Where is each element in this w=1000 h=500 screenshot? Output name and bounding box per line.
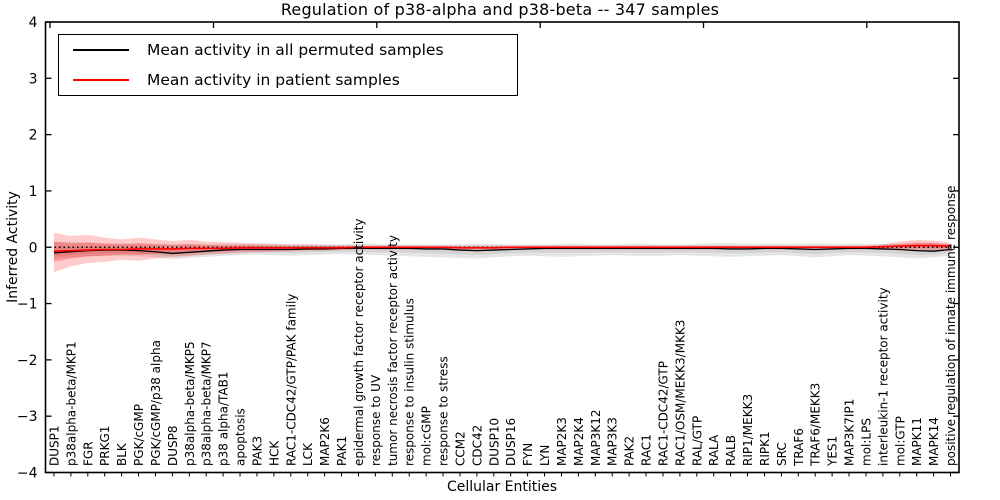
x-tick-label: RIPK1 — [758, 431, 772, 466]
permuted-line-swatch — [73, 49, 129, 51]
x-tick-label: DUSP8 — [166, 425, 180, 466]
y-tick-label: −3 — [17, 409, 38, 425]
x-tick-label: MAPK14 — [927, 417, 941, 466]
x-tick-label: interleukin-1 receptor activity — [876, 287, 890, 466]
x-tick-label: FYN — [521, 443, 535, 466]
x-tick-label: CDC42 — [470, 425, 484, 466]
x-tick-label: YES1 — [826, 436, 840, 467]
legend-label-patient: Mean activity in patient samples — [147, 71, 400, 89]
x-tick-label: p38alpha-beta/MKP5 — [183, 341, 197, 466]
x-tick-label: RAC1-CDC42/GTP/PAK family — [284, 294, 298, 466]
x-tick-label: p38alpha-beta/MKP7 — [200, 341, 214, 466]
x-tick-label: apoptosis — [234, 408, 248, 466]
x-tick-label: tumor necrosis factor receptor activity — [386, 235, 400, 466]
x-tick-label: mol:LPS — [859, 418, 873, 466]
x-tick-label: RALB — [724, 435, 738, 466]
x-tick-label: epidermal growth factor receptor activit… — [352, 219, 366, 466]
x-tick-label: MAP3K3 — [606, 417, 620, 466]
y-tick-label: 0 — [29, 240, 38, 256]
x-tick-label: mol:cGMP — [420, 406, 434, 466]
x-tick-label: PGK/cGMP/p38 alpha — [149, 340, 163, 466]
permuted-mean-line — [53, 247, 951, 255]
x-tick-label: SRC — [775, 442, 789, 466]
x-tick-label: MAP3K7IP1 — [843, 399, 857, 466]
x-tick-label: response to insulin stimulus — [403, 298, 417, 466]
x-tick-label: MAP2K4 — [572, 417, 586, 466]
x-tick-label: mol:GTP — [893, 416, 907, 466]
legend: Mean activity in all permuted samples Me… — [58, 34, 518, 96]
legend-entry-patient: Mean activity in patient samples — [59, 66, 517, 94]
x-tick-label: MAP2K3 — [555, 417, 569, 466]
x-tick-label: PAK2 — [623, 436, 637, 466]
y-tick-label: 3 — [29, 71, 38, 87]
x-tick-label: BLK — [115, 442, 129, 466]
x-tick-label: RIP1/MEKK3 — [741, 394, 755, 466]
x-tick-label: MAPK11 — [910, 417, 924, 466]
patient-line-swatch — [73, 79, 129, 81]
x-tick-label: TRAF6 — [792, 428, 806, 467]
x-axis-label: Cellular Entities — [446, 479, 558, 495]
x-tick-label: LCK — [301, 442, 315, 466]
x-tick-label: response to UV — [369, 374, 383, 466]
x-tick-label: LYN — [538, 445, 552, 466]
x-tick-label: p38alpha-beta/MKP1 — [64, 341, 78, 466]
x-tick-label: RAC1/OSM/MEKK3/MKK3 — [673, 320, 687, 466]
x-tick-label: FGR — [81, 441, 95, 466]
x-tick-label: RALA — [707, 434, 721, 466]
x-tick-label: RAC1-CDC42/GTP — [656, 361, 670, 466]
patient-band-outer — [53, 232, 951, 273]
y-tick-label: 1 — [29, 184, 38, 200]
legend-entry-permuted: Mean activity in all permuted samples — [59, 36, 517, 64]
chart-title: Regulation of p38-alpha and p38-beta -- … — [280, 0, 720, 19]
x-tick-label: PAK1 — [335, 436, 349, 466]
x-tick-label: MAP2K6 — [318, 417, 332, 466]
x-tick-label: DUSP10 — [487, 418, 501, 466]
x-tick-label: RAC1 — [640, 434, 654, 466]
y-tick-label: 4 — [29, 15, 38, 31]
x-tick-label: PAK3 — [250, 436, 264, 466]
x-tick-label: response to stress — [437, 356, 451, 466]
y-tick-label: 2 — [29, 128, 38, 144]
x-tick-label: positive regulation of innate immune res… — [944, 186, 958, 466]
x-tick-label: PRKG1 — [98, 426, 112, 466]
legend-label-permuted: Mean activity in all permuted samples — [147, 41, 444, 59]
x-tick-label: DUSP1 — [47, 425, 61, 466]
x-tick-label: PGK/cGMP — [132, 404, 146, 466]
y-tick-label: −4 — [17, 466, 38, 482]
x-tick-label: HCK — [267, 440, 281, 466]
x-tick-label: CCM2 — [453, 431, 467, 466]
x-tick-label: DUSP16 — [504, 418, 518, 466]
patient-mean-line — [53, 244, 951, 252]
x-tick-label: RAL/GTP — [690, 416, 704, 466]
y-tick-label: −1 — [17, 297, 38, 313]
x-tick-label: p38 alpha/TAB1 — [217, 372, 231, 466]
x-tick-label: MAP3K12 — [589, 409, 603, 466]
y-tick-label: −2 — [17, 353, 38, 369]
x-tick-label: TRAF6/MEKK3 — [809, 383, 823, 467]
